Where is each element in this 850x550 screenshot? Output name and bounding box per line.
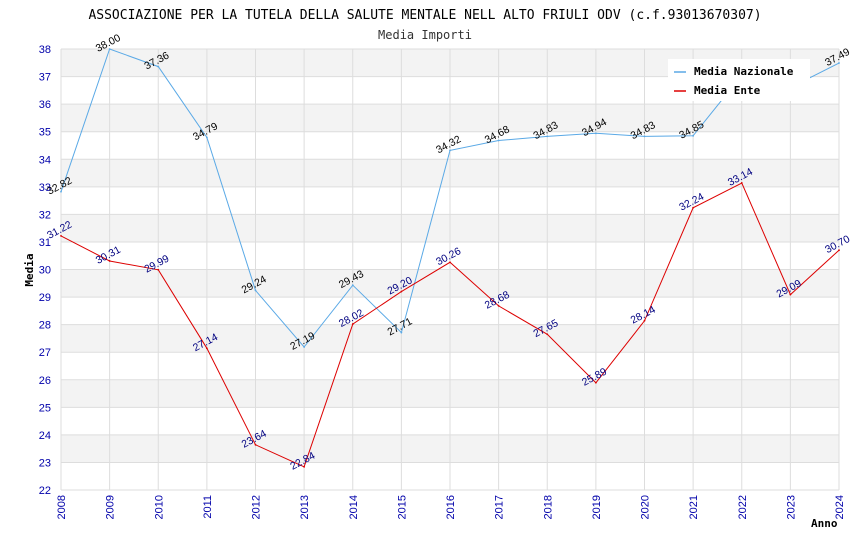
data-point [546,333,549,336]
x-tick-label: 2011 [202,495,214,519]
x-tick-label: 2013 [299,495,311,519]
x-tick-label: 2014 [348,495,360,519]
y-axis-ticks: 22 23 24 25 26 27 28 29 30 31 32 33 34 35 36 37 38 [39,44,51,497]
data-point [205,136,208,139]
chart-subtitle: Media Importi [378,28,472,42]
legend: Media Nazionale Media Ente [668,59,810,101]
y-tick-label: 38 [39,44,51,56]
data-point [60,234,62,237]
data-point [838,62,840,64]
x-tick-label: 2023 [785,495,797,519]
x-tick-label: 2021 [688,495,700,519]
data-point [497,139,500,142]
data-point [692,206,695,209]
data-point [108,260,111,262]
data-point [108,48,111,50]
data-point [643,319,646,322]
y-tick-label: 25 [39,402,51,414]
x-tick-label: 2016 [445,495,457,519]
data-point [497,304,500,307]
data-point [157,268,160,271]
data-point [594,132,597,135]
y-tick-label: 36 [39,99,51,111]
x-tick-label: 2019 [591,495,603,519]
data-point [351,323,354,325]
x-tick-label: 2017 [494,495,506,519]
series-lines [60,48,840,468]
y-tick-label: 32 [39,209,51,221]
x-axis-label: Anno [811,517,838,530]
y-tick-label: 28 [39,320,51,332]
y-tick-label: 37 [39,72,51,84]
y-tick-label: 26 [39,375,51,387]
data-point [594,381,597,384]
data-point [692,134,695,137]
data-point [303,465,306,468]
data-point [449,149,451,152]
data-point [789,293,792,296]
chart-title: ASSOCIAZIONE PER LA TUTELA DELLA SALUTE … [88,8,761,23]
x-tick-label: 2022 [737,495,749,519]
x-tick-label: 2012 [251,495,263,519]
x-tick-label: 2008 [56,495,68,519]
grid-lines [60,48,840,491]
x-tick-label: 2020 [640,495,652,519]
data-point [400,290,403,293]
data-point [351,284,354,287]
data-point [449,261,451,264]
x-axis-ticks: 2008 2009 2010 2011 2012 2013 2014 2015 2016 2017… [56,495,846,519]
data-point [60,190,62,193]
data-point [838,249,840,252]
y-tick-label: 30 [39,265,51,277]
data-point [740,182,743,184]
y-tick-label: 23 [39,457,51,469]
legend-label-ente: Media Ente [694,84,761,97]
y-tick-label: 31 [39,237,51,249]
x-tick-label: 2024 [834,495,846,519]
data-point [254,443,257,446]
y-tick-label: 29 [39,292,51,304]
x-tick-label: 2015 [396,495,408,519]
y-tick-label: 35 [39,127,51,139]
y-tick-label: 22 [39,485,51,497]
data-point [205,347,208,350]
x-tick-label: 2009 [105,495,117,519]
x-tick-label: 2010 [153,495,165,519]
legend-label-nazionale: Media Nazionale [694,65,794,78]
x-tick-label: 2018 [542,495,554,519]
data-point [400,331,403,334]
y-axis-label: Media [23,253,36,286]
y-tick-label: 33 [39,182,51,194]
data-point [157,65,160,68]
y-tick-label: 27 [39,347,51,359]
legend-box [668,59,810,101]
y-tick-label: 24 [39,430,51,442]
data-point [643,135,646,138]
data-point [254,289,257,292]
y-tick-label: 34 [39,154,51,166]
data-point [546,135,549,138]
data-point [303,346,306,348]
